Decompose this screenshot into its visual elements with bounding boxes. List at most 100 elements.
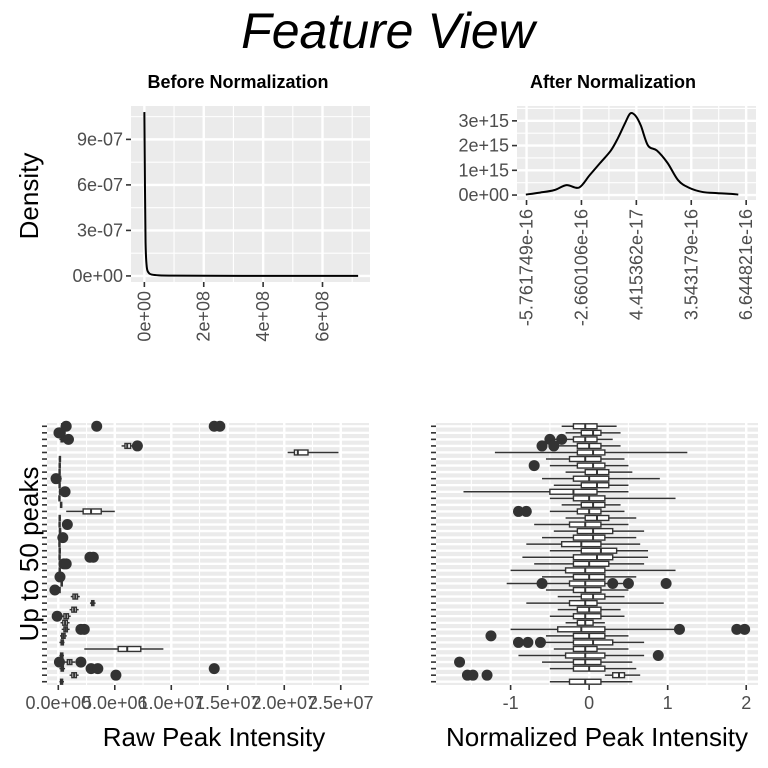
box-plot <box>58 547 61 554</box>
x-tick-label: 4.415362e-17 <box>626 209 646 320</box>
outlier-point <box>61 519 73 531</box>
y-tick-label: 6e-07 <box>77 175 123 195</box>
box-plot <box>60 619 70 626</box>
box-plot <box>59 433 74 445</box>
box-iqr <box>572 554 614 561</box>
outlier-point <box>536 577 548 589</box>
box-iqr <box>580 547 618 554</box>
box-iqr <box>568 599 598 607</box>
outlier-point <box>652 650 664 662</box>
raw-x-axis-label: Raw Peak Intensity <box>103 722 326 752</box>
box-iqr <box>568 580 606 587</box>
box-iqr <box>572 613 602 620</box>
after-density-line <box>525 112 739 196</box>
outlier-point <box>131 440 143 452</box>
box-plot <box>51 610 71 622</box>
before-plot-area <box>131 106 370 282</box>
box-plot <box>69 669 122 681</box>
x-tick-label: -2.660106e-16 <box>571 209 591 326</box>
box-plot <box>561 423 617 430</box>
box-plot <box>549 678 633 685</box>
box-plot <box>58 486 71 498</box>
raw-boxes <box>49 420 339 685</box>
box-plot <box>58 514 61 522</box>
x-tick-label: 0e+00 <box>134 291 154 342</box>
raw-peak-panel: 0.0e+005.0e+061.0e+071.5e+072.0e+072.5e+… <box>14 420 374 752</box>
box-iqr <box>572 560 610 567</box>
box-plot <box>526 541 641 548</box>
outlier-point <box>607 577 619 589</box>
outlier-point <box>51 610 63 622</box>
box-plot <box>58 468 61 476</box>
box-plot <box>89 599 96 607</box>
figure-title: Feature View <box>241 3 538 59</box>
box-plot <box>549 547 649 554</box>
outlier-point <box>57 532 69 544</box>
box-plot <box>510 567 676 574</box>
x-tick-label: 0.0e+00 <box>26 693 92 713</box>
box-plot <box>565 514 637 522</box>
y-tick-label: 0e+00 <box>72 266 123 286</box>
after-normalization-panel: After Normalization -5.761749e-16 -2.6601… <box>458 72 756 326</box>
before-axes: 0e+00 2e+08 4e+08 6e+08 0e+00 3e-07 6e-07 9e-07 <box>72 129 332 341</box>
before-y-axis-label: Density <box>14 153 44 240</box>
box-plot <box>494 449 688 456</box>
outlier-point <box>78 623 90 635</box>
outlier-point <box>512 505 524 517</box>
box-plot <box>54 571 66 583</box>
normalized-plot-area <box>436 423 758 685</box>
box-plot <box>542 534 637 541</box>
before-panel-title: Before Normalization <box>147 72 328 92</box>
box-plot <box>549 613 625 620</box>
x-tick-label: 3.543179e-16 <box>681 209 701 320</box>
box-plot <box>66 508 115 515</box>
box-plot <box>58 541 61 548</box>
box-plot <box>545 586 629 594</box>
normalized-boxes <box>454 423 751 685</box>
box-plot <box>565 429 621 436</box>
box-plot <box>84 645 164 653</box>
box-plot <box>534 521 629 528</box>
after-axes: -5.761749e-16 -2.660106e-16 4.415362e-17 3.… <box>458 111 756 326</box>
normalized-peak-panel: -1 0 1 2 Normalized Peak Intensity <box>431 423 758 752</box>
outlier-point <box>91 420 103 432</box>
raw-grid <box>47 423 369 685</box>
y-tick-label: 9e-07 <box>77 129 123 149</box>
box-iqr <box>82 508 102 515</box>
outlier-point <box>534 636 546 648</box>
box-iqr <box>572 586 602 594</box>
box-plot <box>553 645 629 653</box>
box-plot <box>512 505 625 517</box>
box-plot <box>512 636 645 648</box>
box-plot <box>542 475 660 482</box>
outlier-point <box>481 669 493 681</box>
box-plot <box>59 639 65 646</box>
outlier-point <box>512 636 524 648</box>
box-plot <box>58 551 99 563</box>
outlier-point <box>528 460 540 472</box>
box-plot <box>49 584 61 596</box>
outlier-point <box>208 663 220 675</box>
box-iqr <box>580 429 602 436</box>
normalized-axes: -1 0 1 2 <box>431 425 751 713</box>
box-plot <box>561 501 621 509</box>
box-plot <box>121 440 143 452</box>
box-plot <box>557 606 621 613</box>
box-plot <box>557 593 625 600</box>
outlier-point <box>522 636 534 648</box>
box-plot <box>454 656 633 668</box>
box-plot <box>61 623 90 635</box>
outlier-point <box>673 623 685 635</box>
y-tick-label: 1e+15 <box>458 160 509 180</box>
outlier-point <box>485 630 497 642</box>
box-plot <box>510 623 751 635</box>
outlier-point <box>660 577 672 589</box>
x-tick-label: 5.0e+06 <box>82 693 148 713</box>
outlier-point <box>50 473 62 485</box>
box-plot <box>565 619 605 626</box>
outlier-point <box>520 505 532 517</box>
before-density-line <box>143 112 359 277</box>
box-plot <box>506 577 672 589</box>
outlier-point <box>556 433 568 445</box>
